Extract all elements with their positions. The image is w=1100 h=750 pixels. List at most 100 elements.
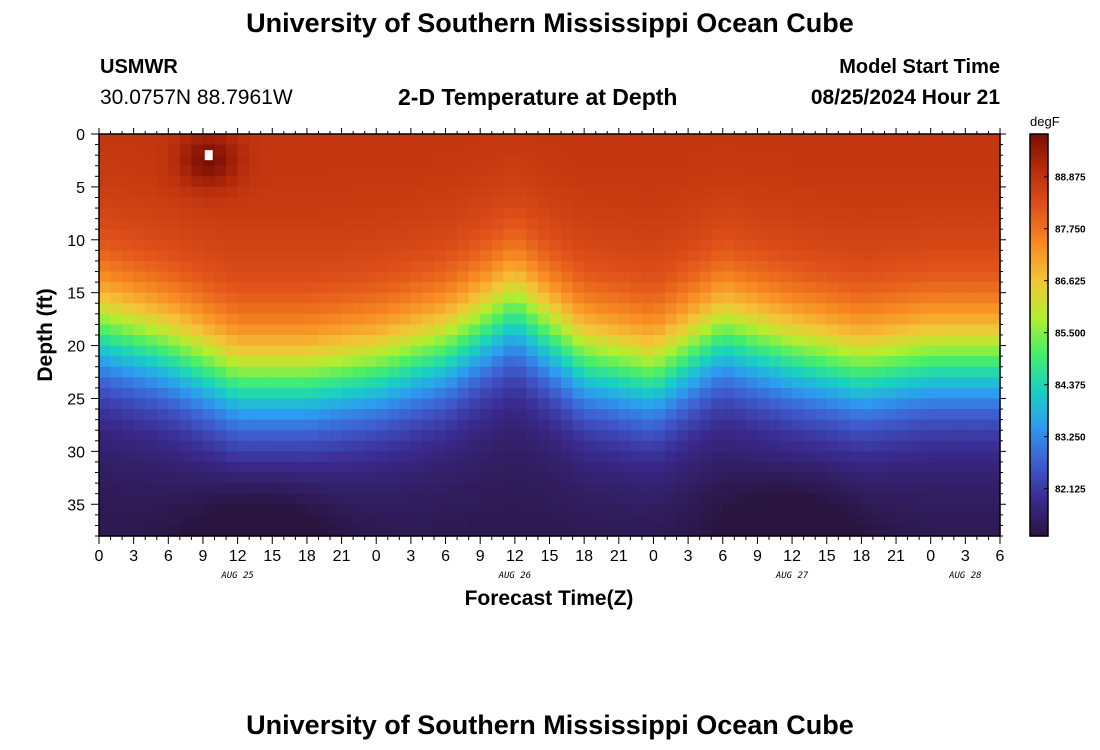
heatmap-cell xyxy=(792,440,805,452)
colorbar-swatch xyxy=(1030,351,1048,356)
heatmap-cell xyxy=(676,250,689,262)
heatmap-cell xyxy=(665,356,678,368)
heatmap-cell xyxy=(491,165,504,177)
heatmap-cell xyxy=(376,430,389,442)
heatmap-cell xyxy=(330,419,343,431)
heatmap-cell xyxy=(734,313,747,326)
heatmap-cell xyxy=(179,229,193,241)
heatmap-cell xyxy=(953,134,966,146)
heatmap-cell xyxy=(815,134,828,146)
heatmap-cell xyxy=(353,377,366,389)
heatmap-cell xyxy=(826,409,839,421)
heatmap-cell xyxy=(826,472,839,484)
heatmap-cell xyxy=(618,387,631,400)
heatmap-cell xyxy=(988,165,1001,177)
heatmap-cell xyxy=(110,377,123,389)
heatmap-cell xyxy=(514,197,527,209)
heatmap-cell xyxy=(122,144,135,156)
heatmap-cell xyxy=(872,409,886,421)
heatmap-cell xyxy=(849,324,862,336)
heatmap-cell xyxy=(872,144,886,156)
heatmap-cell xyxy=(849,134,862,146)
heatmap-cell xyxy=(826,366,839,378)
heatmap-cell xyxy=(780,451,793,463)
heatmap-cell xyxy=(514,430,527,442)
colorbar-swatch xyxy=(1030,482,1048,487)
heatmap-cell xyxy=(168,218,181,230)
colorbar-tick-label: 82.125 xyxy=(1055,485,1086,496)
heatmap-cell xyxy=(133,419,146,431)
heatmap-cell xyxy=(572,409,585,421)
heatmap-cell xyxy=(838,260,851,273)
heatmap-cell xyxy=(757,440,770,452)
heatmap-cell xyxy=(399,504,412,516)
heatmap-cell xyxy=(722,419,735,431)
heatmap-cell xyxy=(387,250,400,262)
heatmap-cell xyxy=(272,313,285,326)
heatmap-cell xyxy=(306,250,320,262)
heatmap-cell xyxy=(792,176,805,188)
heatmap-cell xyxy=(641,324,655,336)
heatmap-cell xyxy=(503,356,516,368)
heatmap-cell xyxy=(376,335,389,347)
heatmap-cell xyxy=(699,134,712,146)
heatmap-cell xyxy=(399,313,412,326)
colorbar-swatch xyxy=(1030,150,1048,155)
heatmap-cell xyxy=(272,525,285,537)
heatmap-cell xyxy=(665,483,678,495)
heatmap-cell xyxy=(665,409,678,421)
heatmap-cell xyxy=(861,525,874,537)
heatmap-cell xyxy=(457,430,470,442)
heatmap-cell xyxy=(745,208,759,220)
heatmap-cell xyxy=(122,451,135,463)
heatmap-cell xyxy=(526,356,539,368)
heatmap-cell xyxy=(110,292,123,304)
colorbar-swatch xyxy=(1030,331,1048,336)
colorbar-swatch xyxy=(1030,221,1048,226)
heatmap-cell xyxy=(584,514,597,527)
heatmap-cell xyxy=(318,144,331,156)
heatmap-cell xyxy=(514,134,527,146)
heatmap-cell xyxy=(838,483,851,495)
heatmap-cell xyxy=(803,398,816,410)
heatmap-cell xyxy=(445,504,458,516)
heatmap-cell xyxy=(99,155,112,167)
heatmap-cell xyxy=(214,419,227,431)
heatmap-cell xyxy=(896,504,909,516)
heatmap-cell xyxy=(953,377,966,389)
heatmap-cell xyxy=(480,165,493,177)
heatmap-cell xyxy=(676,419,689,431)
heatmap-cell xyxy=(503,229,516,241)
heatmap-cell xyxy=(445,440,458,452)
heatmap-cell xyxy=(815,377,828,389)
heatmap-cell xyxy=(514,419,527,431)
heatmap-cell xyxy=(768,303,782,315)
heatmap-cell xyxy=(133,229,146,241)
heatmap-cell xyxy=(318,398,331,410)
heatmap-cell xyxy=(896,186,909,199)
heatmap-cell xyxy=(896,377,909,389)
heatmap-cell xyxy=(572,324,585,336)
heatmap-cell xyxy=(919,197,932,209)
heatmap-cell xyxy=(387,239,400,251)
heatmap-cell xyxy=(641,493,655,505)
heatmap-cell xyxy=(202,229,216,241)
heatmap-cell xyxy=(99,186,112,199)
heatmap-cell xyxy=(722,186,735,199)
heatmap-cell xyxy=(711,134,724,146)
heatmap-cell xyxy=(942,356,955,368)
heatmap-cell xyxy=(942,366,955,378)
heatmap-cell xyxy=(179,155,193,167)
heatmap-cell xyxy=(988,483,1001,495)
heatmap-cell xyxy=(896,451,909,463)
heatmap-cell xyxy=(734,144,747,156)
heatmap-cell xyxy=(526,440,539,452)
heatmap-cell xyxy=(133,260,146,273)
y-tick-label: 25 xyxy=(67,391,85,408)
heatmap-cell xyxy=(480,186,493,199)
heatmap-cell xyxy=(838,504,851,516)
heatmap-cell xyxy=(283,176,296,188)
heatmap-cell xyxy=(318,218,331,230)
heatmap-cell xyxy=(618,335,631,347)
heatmap-cell xyxy=(468,186,481,199)
